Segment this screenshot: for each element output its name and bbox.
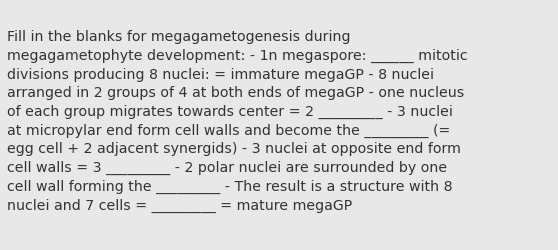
Text: Fill in the blanks for megagametogenesis during
megagametophyte development: - 1: Fill in the blanks for megagametogenesis… bbox=[7, 30, 467, 212]
